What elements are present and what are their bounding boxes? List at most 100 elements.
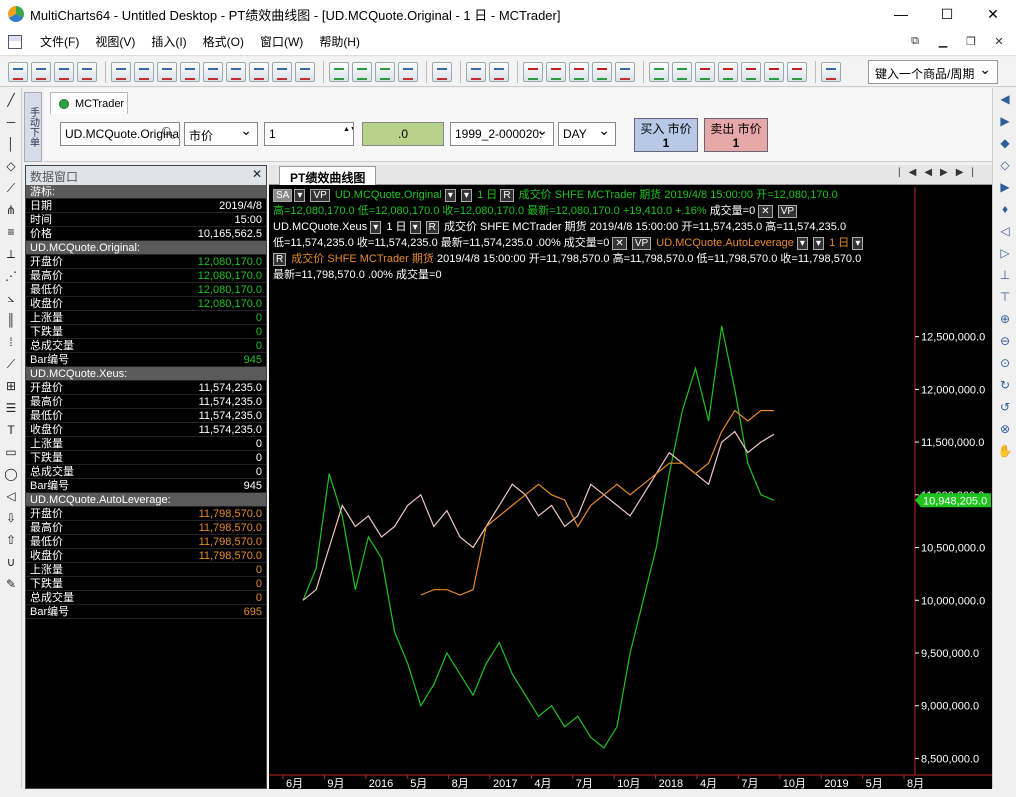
zoom-reset-icon[interactable]: ⊙ <box>999 356 1011 370</box>
insert-study-icon[interactable] <box>329 61 349 82</box>
alert-icon[interactable] <box>272 61 292 82</box>
channel-icon[interactable]: ◇ <box>6 159 16 173</box>
pl-icon[interactable] <box>249 61 269 82</box>
cycle-lines-icon[interactable]: ║ <box>6 313 16 327</box>
hand-icon[interactable]: ✋ <box>997 444 1013 458</box>
order-tracker-icon[interactable] <box>180 61 200 82</box>
time-in-force-select[interactable]: DAY <box>558 122 616 146</box>
legend-close-icon[interactable]: ✕ <box>758 205 773 218</box>
symbol-period-select[interactable]: 键入一个商品/周期 <box>868 60 998 84</box>
menu-window[interactable]: 窗口(W) <box>259 35 304 49</box>
chart-window-icon[interactable] <box>111 61 131 82</box>
menu-view[interactable]: 视图(V) <box>95 35 136 49</box>
compress-icon[interactable]: ◇ <box>1000 158 1010 172</box>
fib-fan-icon[interactable]: ⟂ <box>6 246 15 261</box>
minimize-button[interactable]: — <box>894 6 908 22</box>
open-folder-icon[interactable] <box>31 61 51 82</box>
volume-bar-icon[interactable] <box>741 61 761 82</box>
vp-button[interactable]: VP <box>310 189 330 202</box>
scroll-left-icon[interactable]: ◀ <box>1000 92 1010 106</box>
menu-help[interactable]: 帮助(H) <box>319 35 360 49</box>
maximize-button[interactable]: ☐ <box>940 5 954 22</box>
data-window-close-icon[interactable]: ✕ <box>251 167 262 181</box>
trend-line-icon[interactable]: ╱ <box>7 93 15 107</box>
range-bar-icon[interactable] <box>764 61 784 82</box>
arrow-down-icon[interactable]: ⇩ <box>5 511 17 525</box>
arrow-up-icon[interactable]: ⇧ <box>5 533 17 547</box>
quantity-stepper[interactable]: 1 <box>264 122 354 146</box>
vertical-line-icon[interactable]: │ <box>7 137 15 151</box>
cursor-icon[interactable] <box>821 61 841 82</box>
renko-icon[interactable] <box>695 61 715 82</box>
search-icon[interactable]: 🔍︎ <box>160 126 176 140</box>
sa-button[interactable]: SA <box>273 189 293 202</box>
auto-period-dropdown-icon-2[interactable]: ▾ <box>852 237 864 250</box>
tick-bar-icon[interactable] <box>787 61 807 82</box>
mdi-restore-icon[interactable]: ⧉ <box>911 34 919 47</box>
dom-icon[interactable] <box>157 61 177 82</box>
ellipse-icon[interactable]: ◯ <box>4 467 18 481</box>
price-field[interactable]: .0 <box>362 122 444 146</box>
text-tool-icon[interactable]: T <box>7 423 15 437</box>
xeus-r-button[interactable]: R <box>425 221 439 234</box>
scroll-right-icon[interactable]: ▶ <box>1000 114 1010 128</box>
expand-icon[interactable]: ◆ <box>1000 136 1010 150</box>
sell-market-button[interactable]: 卖出 市价 1 <box>704 118 768 152</box>
chart-tab[interactable]: PT绩效曲线图 <box>279 166 377 185</box>
magnifier-icon[interactable]: ⊗ <box>999 422 1011 436</box>
buy-market-button[interactable]: 买入 市价 1 <box>634 118 698 152</box>
menu-insert[interactable]: 插入(I) <box>151 35 187 49</box>
zoom-out-icon[interactable]: ⊖ <box>999 334 1011 348</box>
insert-signal-icon[interactable] <box>352 61 372 82</box>
end-icon[interactable]: ▶ <box>1000 180 1010 194</box>
fib-extension-icon[interactable]: ⟋ <box>6 356 16 371</box>
xo-icon[interactable] <box>718 61 738 82</box>
time-zones-icon[interactable]: ⁞ <box>9 335 13 349</box>
point-figure-icon[interactable] <box>649 61 669 82</box>
ray-icon[interactable]: ⟋ <box>6 180 16 195</box>
rectangle-icon[interactable]: ▭ <box>5 445 17 459</box>
horizontal-line-icon[interactable]: ─ <box>6 115 16 129</box>
save-icon[interactable] <box>54 61 74 82</box>
bars-back-icon[interactable]: ◁ <box>1000 224 1010 238</box>
equity-chart[interactable]: 8,500,000.0 9,000,000.0 9,500,000.0 10,000,… <box>269 165 992 789</box>
chart-window[interactable]: PT绩效曲线图 |◀◀▶▶| 8,500,000.0 9,000,000.0 9,5… <box>269 165 992 789</box>
quote-manager-icon[interactable] <box>226 61 246 82</box>
trade-bar-icon[interactable] <box>295 61 315 82</box>
draw-style-icon[interactable] <box>398 61 418 82</box>
mdi-tile-icon[interactable]: ❐ <box>966 35 976 48</box>
magnet-icon[interactable]: ∪ <box>6 555 16 569</box>
grid-icon[interactable]: ⊞ <box>5 379 17 393</box>
order-type-select[interactable]: 市价 <box>184 122 258 146</box>
r-button[interactable]: R <box>500 189 514 202</box>
auto-r-button[interactable]: R <box>273 253 287 266</box>
menu-format[interactable]: 格式(O) <box>202 35 244 49</box>
bars-forward-icon[interactable]: ▷ <box>1000 246 1010 260</box>
ohlc-icon[interactable] <box>546 61 566 82</box>
document-icon[interactable] <box>8 34 22 49</box>
undo-zoom-icon[interactable]: ↺ <box>999 400 1011 414</box>
period-dropdown-icon[interactable]: ▾ <box>460 189 473 202</box>
text-list-icon[interactable]: ☰ <box>5 401 17 415</box>
zoom-in-icon[interactable]: ⊕ <box>999 312 1011 326</box>
sa-dropdown-icon[interactable]: ▾ <box>294 189 306 202</box>
triangle-icon[interactable]: ◁ <box>6 489 16 503</box>
portfolio-icon[interactable] <box>203 61 223 82</box>
kagi-icon[interactable] <box>672 61 692 82</box>
format-window-icon[interactable] <box>466 61 486 82</box>
scanner-icon[interactable] <box>134 61 154 82</box>
fib-retracement-icon[interactable]: ≡ <box>7 225 15 239</box>
bar-chart-icon[interactable] <box>523 61 543 82</box>
candlestick-icon[interactable] <box>569 61 589 82</box>
strategy-icon[interactable] <box>375 61 395 82</box>
gann-fan-icon[interactable]: ⋰ <box>5 269 17 283</box>
scale-down-icon[interactable]: ⊤ <box>999 290 1011 304</box>
vp-button-2[interactable]: VP <box>777 205 798 218</box>
scale-up-icon[interactable]: ⊥ <box>999 268 1011 282</box>
menu-file[interactable]: 文件(F) <box>40 35 80 49</box>
xeus-period-dropdown-icon[interactable]: ▾ <box>409 221 421 234</box>
auto-period-dropdown-icon[interactable]: ▾ <box>813 237 825 250</box>
eraser-icon[interactable]: ✎ <box>5 577 17 591</box>
hollow-candle-icon[interactable] <box>592 61 612 82</box>
close-button[interactable]: ✕ <box>987 5 999 22</box>
